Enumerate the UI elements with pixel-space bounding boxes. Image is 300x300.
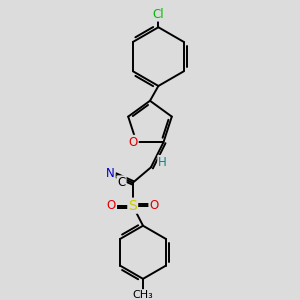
Text: CH₃: CH₃ (133, 290, 153, 300)
Text: O: O (128, 136, 138, 149)
Text: O: O (149, 199, 159, 212)
Text: N: N (106, 167, 115, 180)
Text: S: S (128, 199, 137, 213)
Text: Cl: Cl (153, 8, 164, 21)
Text: H: H (158, 156, 167, 169)
Text: O: O (107, 199, 116, 212)
Text: C: C (117, 176, 126, 189)
